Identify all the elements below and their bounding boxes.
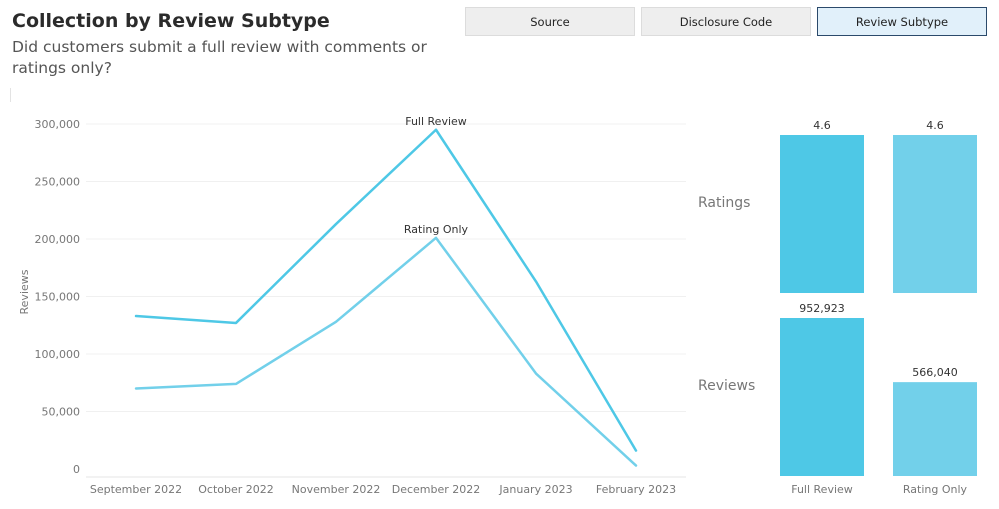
series-line-full-review: [134, 128, 638, 452]
series-line-rating-only: [134, 236, 638, 467]
x-axis: September 2022 October 2022 November 2022 D…: [90, 483, 676, 496]
y-tick-label: 250,000: [35, 176, 81, 189]
x-tick-label: October 2022: [198, 483, 274, 496]
x-tick-label: November 2022: [292, 483, 381, 496]
y-tick-label: 200,000: [35, 233, 81, 246]
x-tick-label: September 2022: [90, 483, 182, 496]
series-lines: [134, 128, 638, 467]
series-label-full-review: Full Review: [405, 115, 467, 128]
x-tick-label: December 2022: [392, 483, 481, 496]
y-axis: 0 50,000 100,000 150,000 200,000 250,000 300,0…: [35, 118, 81, 476]
gridlines: [86, 123, 686, 478]
page-subtitle: Did customers submit a full review with …: [12, 38, 427, 77]
divider: [10, 88, 11, 102]
y-axis-label: Reviews: [18, 269, 31, 314]
series-label-rating-only: Rating Only: [404, 223, 469, 236]
y-tick-label: 0: [73, 463, 80, 476]
y-tick-label: 50,000: [42, 406, 81, 419]
x-tick-label: January 2023: [498, 483, 572, 496]
source-button[interactable]: Source: [465, 7, 635, 36]
review-subtype-button[interactable]: Review Subtype: [817, 7, 987, 36]
series-annotations: Full Review Rating Only: [404, 115, 469, 236]
disclosure-code-button[interactable]: Disclosure Code: [641, 7, 811, 36]
y-tick-label: 100,000: [35, 348, 81, 361]
y-tick-label: 150,000: [35, 291, 81, 304]
y-tick-label: 300,000: [35, 118, 81, 131]
page-title: Collection by Review Subtype: [12, 10, 330, 32]
x-tick-label: February 2023: [596, 483, 676, 496]
